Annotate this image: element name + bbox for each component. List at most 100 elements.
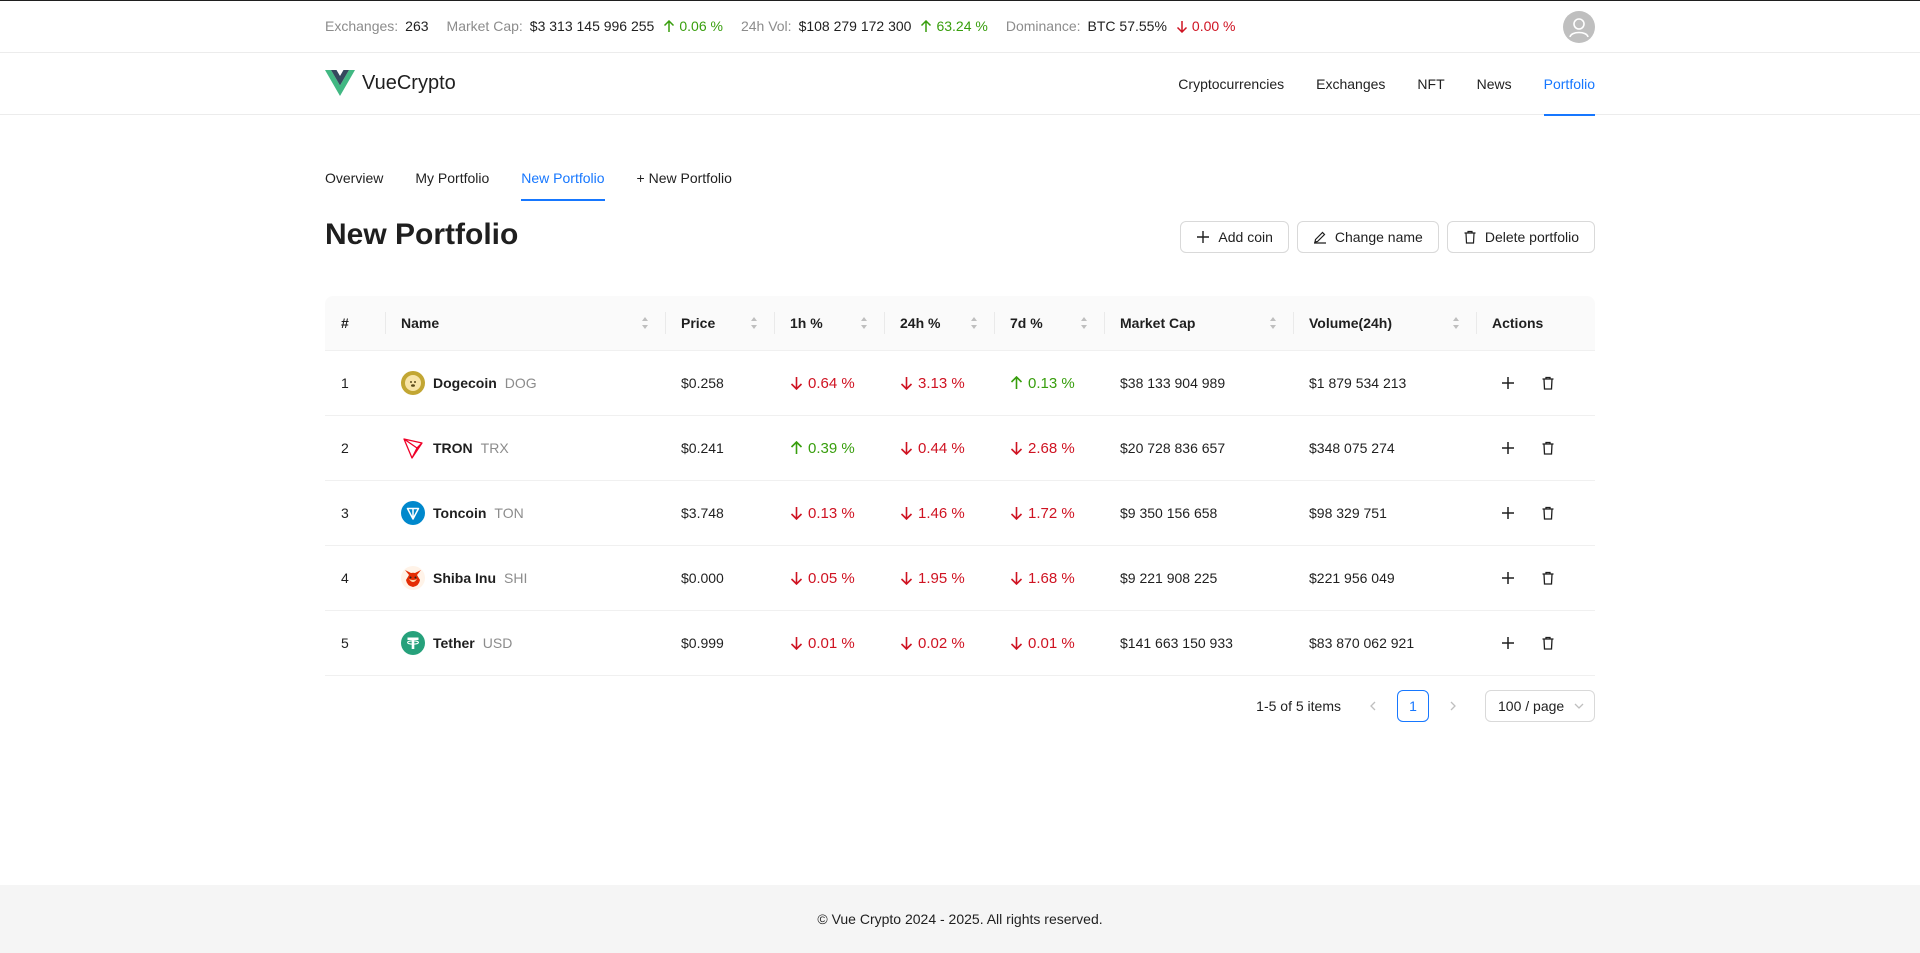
change-h24: 0.02 % (900, 635, 965, 652)
change-value: 0.39 % (808, 439, 855, 457)
stats-row: Exchanges: 263 Market Cap: $3 313 145 99… (325, 18, 1254, 34)
pagination: 1-5 of 5 items 1 100 / page (1256, 690, 1595, 722)
sort-icon (642, 317, 648, 329)
stat-change: 63.24 % (920, 18, 988, 34)
cell-market-cap: $9 221 908 225 (1120, 570, 1218, 586)
chevron-down-icon (1574, 703, 1584, 709)
arrow-up-icon (1010, 376, 1023, 390)
table-row[interactable]: 5 Tether USD $0.999 0.01 % 0.02 % 0.01 % $141 6… (325, 611, 1595, 676)
stat-dominance: Dominance: BTC 57.55% 0.00 % (1006, 18, 1236, 34)
add-transaction-button[interactable] (1492, 367, 1524, 399)
stat-value: 263 (405, 18, 429, 34)
col-volume[interactable]: Volume(24h) (1293, 296, 1476, 350)
remove-coin-button[interactable] (1532, 562, 1564, 594)
cell-actions (1476, 351, 1595, 415)
col-label: Market Cap (1120, 315, 1196, 331)
coin-name: Shiba Inu (433, 570, 496, 586)
col-name[interactable]: Name (385, 296, 665, 350)
page-size-select[interactable]: 100 / page (1485, 690, 1595, 722)
change-d7: 1.72 % (1010, 505, 1075, 522)
table-row[interactable]: 4 Shiba Inu SHI $0.000 0.05 % 1.95 % 1.68 % $9 … (325, 546, 1595, 611)
tab-overview[interactable]: Overview (325, 170, 384, 186)
add-transaction-button[interactable] (1492, 627, 1524, 659)
cell-7d: 2.68 % (994, 416, 1104, 480)
col-price[interactable]: Price (665, 296, 774, 350)
table-row[interactable]: 3 Toncoin TON $3.748 0.13 % 1.46 % 1.72 % $9 35… (325, 481, 1595, 546)
table-row[interactable]: 1 Dogecoin DOG $0.258 0.64 % 3.13 % 0.13 % $38 … (325, 351, 1595, 416)
nav-item-exchanges[interactable]: Exchanges (1316, 76, 1386, 92)
arrow-down-icon (900, 376, 913, 390)
pagination-total: 1-5 of 5 items (1256, 698, 1341, 714)
cell-name[interactable]: Toncoin TON (385, 481, 665, 545)
change-value: 1.95 % (918, 569, 965, 587)
cell-7d: 0.13 % (994, 351, 1104, 415)
add-transaction-button[interactable] (1492, 432, 1524, 464)
change-value: 0.01 % (808, 634, 855, 652)
col-7d[interactable]: 7d % (994, 296, 1104, 350)
user-avatar[interactable] (1563, 11, 1595, 43)
sort-icon (751, 317, 757, 329)
arrow-up-icon (920, 19, 932, 33)
cell-name[interactable]: Shiba Inu SHI (385, 546, 665, 610)
add-coin-button[interactable]: Add coin (1180, 221, 1289, 253)
add-transaction-button[interactable] (1492, 562, 1524, 594)
table-row[interactable]: 2 TRON TRX $0.241 0.39 % 0.44 % 2.68 % $20 728 … (325, 416, 1595, 481)
arrow-down-icon (1176, 20, 1188, 33)
portfolio-tabs: Overview My Portfolio New Portfolio + Ne… (325, 166, 764, 202)
nav-menu: Cryptocurrencies Exchanges NFT News Port… (1146, 53, 1596, 116)
cell-name[interactable]: TRON TRX (385, 416, 665, 480)
remove-coin-button[interactable] (1532, 627, 1564, 659)
trash-icon (1542, 376, 1554, 390)
nav-item-portfolio[interactable]: Portfolio (1543, 53, 1596, 116)
remove-coin-button[interactable] (1532, 432, 1564, 464)
change-value: 0.13 % (808, 504, 855, 522)
tab-my-portfolio[interactable]: My Portfolio (415, 170, 490, 186)
change-name-button[interactable]: Change name (1296, 221, 1439, 253)
arrow-down-icon (1010, 571, 1023, 585)
cell-volume: $1 879 534 213 (1309, 375, 1407, 391)
change-value: 0.64 % (808, 374, 855, 392)
change-name-label: Change name (1334, 229, 1423, 245)
cell-market-cap: $141 663 150 933 (1120, 635, 1233, 651)
change-value: 0.05 % (808, 569, 855, 587)
delete-portfolio-button[interactable]: Delete portfolio (1446, 221, 1595, 253)
table-body: 1 Dogecoin DOG $0.258 0.64 % 3.13 % 0.13 % $38 … (325, 351, 1595, 676)
col-market-cap[interactable]: Market Cap (1104, 296, 1293, 350)
change-h1: 0.39 % (790, 440, 855, 457)
cell-price: $0.000 (681, 570, 724, 586)
change-value: 0.44 % (918, 439, 965, 457)
nav-item-cryptocurrencies[interactable]: Cryptocurrencies (1178, 76, 1285, 92)
tab-new-portfolio[interactable]: New Portfolio (521, 166, 605, 201)
col-label: Volume(24h) (1309, 315, 1392, 331)
prev-page-button[interactable] (1357, 690, 1389, 722)
next-page-button[interactable] (1437, 690, 1469, 722)
cell-actions (1476, 481, 1595, 545)
brand-logo[interactable]: VueCrypto (325, 70, 456, 96)
add-transaction-button[interactable] (1492, 497, 1524, 529)
stat-label: Exchanges: (325, 18, 399, 34)
remove-coin-button[interactable] (1532, 497, 1564, 529)
arrow-up-icon (790, 441, 803, 455)
cell-price: $0.999 (681, 635, 724, 651)
nav-item-nft[interactable]: NFT (1417, 76, 1445, 92)
stat-value: $108 279 172 300 (798, 18, 912, 34)
cell-name[interactable]: Tether USD (385, 611, 665, 675)
arrow-down-icon (900, 636, 913, 650)
stat-change: 0.00 % (1176, 18, 1236, 34)
coin-symbol: DOG (504, 375, 537, 391)
change-h24: 1.95 % (900, 570, 965, 587)
col-24h[interactable]: 24h % (884, 296, 994, 350)
plus-icon (1502, 377, 1514, 389)
col-1h[interactable]: 1h % (774, 296, 884, 350)
change-h24: 3.13 % (900, 375, 965, 392)
stat-change: 0.06 % (663, 18, 723, 34)
cell-volume: $83 870 062 921 (1309, 635, 1415, 651)
trash-icon (1542, 441, 1554, 455)
remove-coin-button[interactable] (1532, 367, 1564, 399)
cell-1h: 0.01 % (774, 611, 884, 675)
page-number-button[interactable]: 1 (1397, 690, 1429, 722)
nav-item-news[interactable]: News (1476, 76, 1512, 92)
stat-label: Dominance: (1005, 18, 1081, 34)
tab-add-portfolio[interactable]: + New Portfolio (636, 170, 732, 186)
cell-name[interactable]: Dogecoin DOG (385, 351, 665, 415)
